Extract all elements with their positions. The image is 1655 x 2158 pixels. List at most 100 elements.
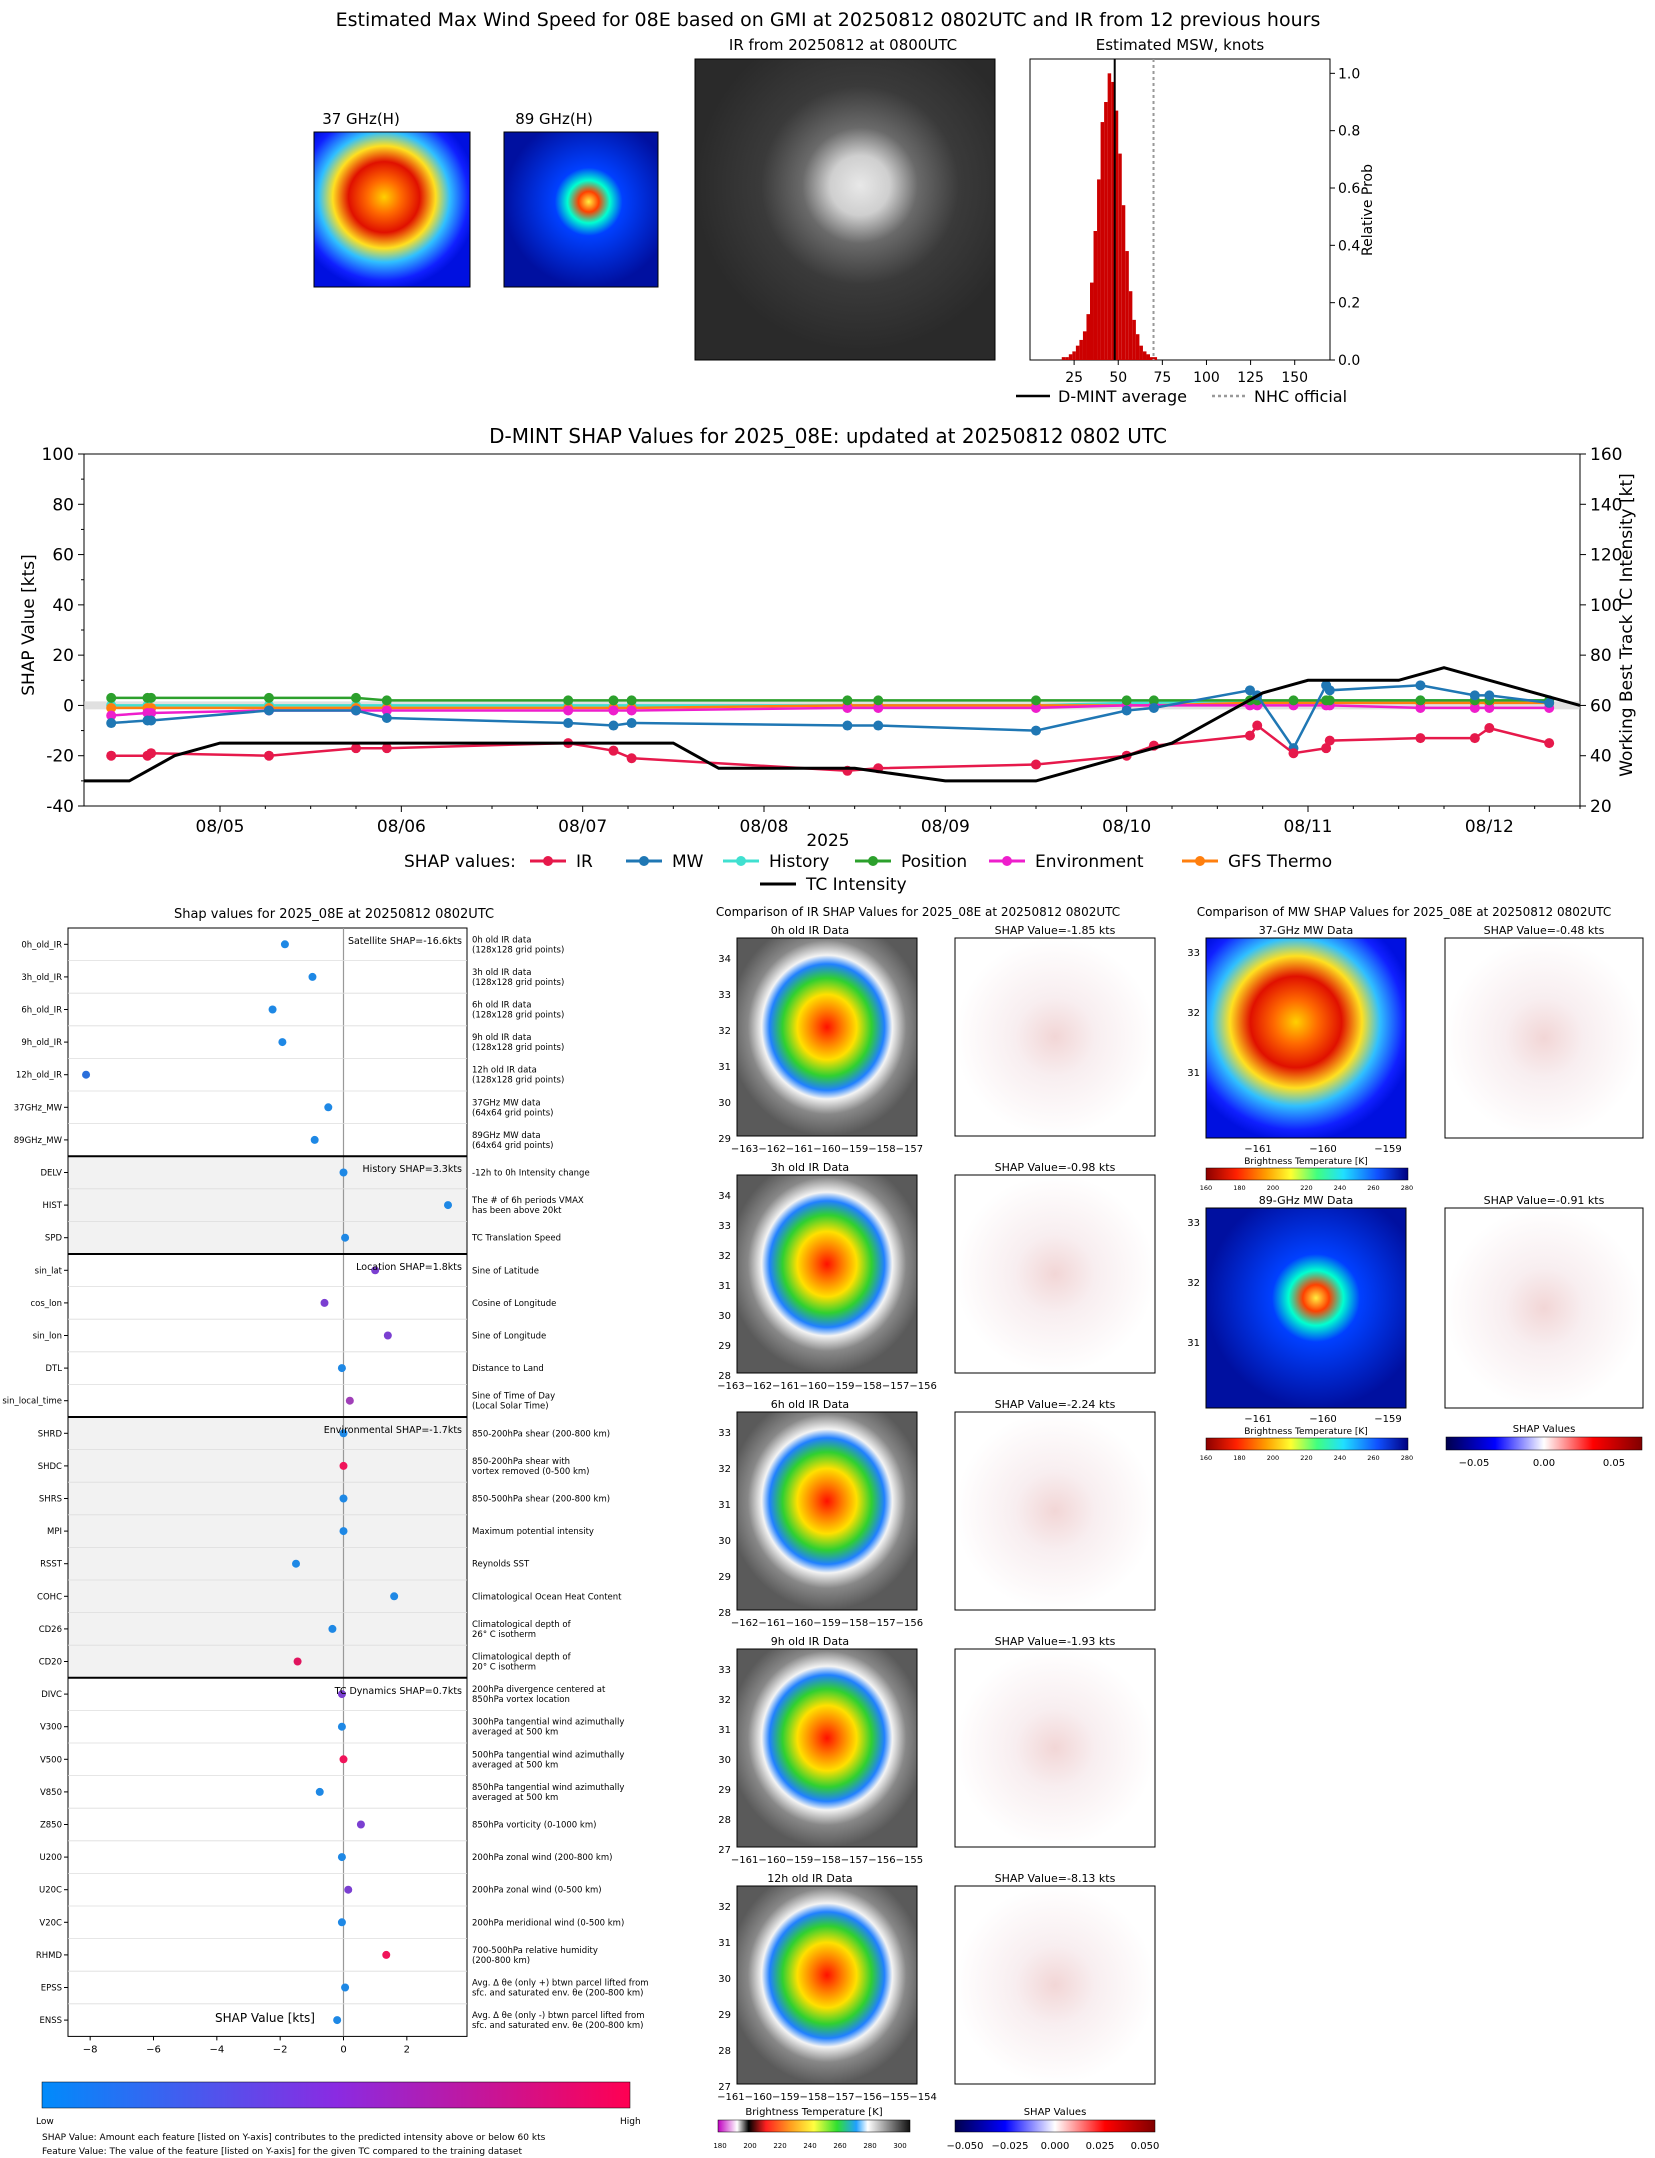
bar-panel-xlabel: SHAP Value [kts] [215,2011,315,2025]
ir-shap-colorbar-label: SHAP Values [1024,2107,1087,2118]
feature-point-dtl [337,1364,346,1373]
ts-ytick-left-label: 20 [52,646,74,666]
hist-bar [1107,73,1112,360]
ir-panel-image [736,1648,918,1848]
series-point-position [1324,695,1335,706]
feature-desc: (128x128 grid points) [472,945,564,955]
legend-label-history: History [769,852,829,872]
hist-plot: 25 50 75 100 125 150 0.0 0.2 0.4 0.6 0.8 1.0 [1029,58,1360,386]
ir-panel-ytick: 32 [718,1464,731,1475]
feature-point-89ghz_mw [310,1135,319,1144]
feature-desc: Climatological depth of [472,1653,572,1663]
series-point-gfs-thermo [106,702,117,713]
hist-legend: D-MINT average NHC official [1016,387,1347,406]
feature-point-v850 [315,1787,324,1796]
ir-panel-ytick: 29 [718,1341,731,1352]
ir-bt-colorbar-label: Brightness Temperature [K] [745,2107,882,2118]
feature-desc: Sine of Time of Day [472,1392,555,1402]
ir-panel-xticks: −161−160−159−158−157−156−155−154 [717,2092,937,2103]
mw-cbar-label: Brightness Temperature [K] [1244,1427,1368,1437]
ir-cbar-tick: 300 [893,2142,906,2150]
feature-desc: (128x128 grid points) [472,1043,564,1053]
series-point-environment [106,710,117,721]
series-point-environment [381,705,392,716]
ir-panel-ytick: 34 [718,1191,731,1202]
hist-bar [1139,345,1143,360]
feature-desc: TC Translation Speed [471,1234,561,1244]
series-point-ir [1324,735,1335,746]
series-point-environment [1031,702,1041,713]
mw-cbar-tick: 180 [1233,1454,1245,1462]
feature-name-shrs: SHRS [39,1495,62,1505]
mw-cbar-tick: 200 [1267,1454,1279,1462]
feature-name-delv: DELV [40,1169,62,1179]
mw-compare-panels: 37-GHz MW Data 33 32 31 −161 −160 −159 Brightne… [1187,924,1644,1462]
ir-panel-xticks: −163−162−161−160−159−158−157−156 [717,1381,937,1392]
feature-desc: 3h old IR data [472,968,531,978]
bar-xtick-label: 0 [340,2044,346,2055]
hist-bar [1150,357,1154,360]
feature-name-mpi: MPI [47,1527,62,1537]
hist-ytick-label: 0.2 [1338,296,1360,312]
feature-name-epss: EPSS [41,1984,62,1994]
feature-desc: Distance to Land [472,1364,544,1374]
legend-label-ir: IR [576,852,593,872]
feature-point-9h_old_ir [278,1038,287,1047]
main-title: Estimated Max Wind Speed for 08E based o… [336,9,1321,31]
mw-panel-ytick: 31 [1187,1338,1200,1349]
feature-name-dtl: DTL [46,1364,63,1374]
legend-label-gfs-thermo: GFS Thermo [1228,852,1332,872]
ir-panel-ytick: 32 [718,1251,731,1262]
hist-xtick-label: 25 [1065,370,1083,386]
feature-desc: (64x64 grid points) [472,1108,553,1118]
colorbar-low-label: Low [36,2117,54,2127]
legend-marker [1002,856,1012,866]
ir-panel-title: 9h old IR Data [771,1635,849,1648]
feature-desc: Maximum potential intensity [472,1527,594,1537]
feature-desc: vortex removed (0-500 km) [472,1467,589,1477]
series-point-mw [1244,685,1255,696]
mw-shap-title: SHAP Value=-0.91 kts [1484,1194,1605,1207]
mw37-title: 37 GHz(H) [322,110,400,128]
ts-ytick-left-label: 0 [63,696,74,716]
series-point-environment [1469,702,1480,713]
legend-marker [736,856,746,866]
legend-label-environment: Environment [1035,852,1144,872]
ir-panel-ytick: 27 [718,1845,731,1856]
mw-shap-colorbar [1445,1436,1643,1451]
hist-bar [1142,351,1147,360]
ir-cbar-tick: 240 [803,2142,816,2150]
series-point-ir [1252,720,1263,731]
ir-panel-ytick: 30 [718,1974,731,1985]
legend-marker [868,856,878,866]
shap-ts-xlabel: 2025 [806,831,849,851]
mw-shap-cbar-tick: 0.05 [1603,1458,1625,1469]
feature-desc: sfc. and saturated env. θe (200-800 km) [472,2021,644,2031]
ir-panel-ytick: 29 [718,1785,731,1796]
ir-panel-ytick: 28 [718,1371,731,1382]
ir-panel-ytick: 30 [718,1755,731,1766]
ir-panel-ytick: 32 [718,1902,731,1913]
footnote-feature: Feature Value: The value of the feature … [42,2147,522,2157]
hist-bar [1146,354,1150,360]
group-label: Environmental SHAP=-1.7kts [324,1425,462,1436]
mw-cbar-label: Brightness Temperature [K] [1244,1157,1368,1167]
hist-xtick-label: 125 [1237,370,1264,386]
hist-bar [1061,357,1066,360]
feature-name-0h_old_ir: 0h_old_IR [21,940,62,950]
legend-marker [1195,856,1205,866]
mw-shap-cbar-tick: 0.00 [1533,1458,1555,1469]
ir-panel-ytick: 32 [718,1695,731,1706]
hist-bar [1079,339,1083,360]
ir-shap-image [954,1411,1156,1611]
ir-panel-ytick: 31 [718,1725,731,1736]
feature-desc: (128x128 grid points) [472,1076,564,1086]
feature-desc: 200hPa zonal wind (0-500 km) [472,1886,602,1896]
series-point-ir [608,745,619,756]
feature-name-3h_old_ir: 3h_old_IR [21,973,62,983]
series-point-position [873,695,884,706]
mw-panel-image [1205,937,1407,1139]
ts-ytick-right-label: 120 [1590,546,1622,566]
series-point-position [842,695,853,706]
ir-panel-xticks: −163−162−161−160−159−158−157 [731,1144,923,1155]
